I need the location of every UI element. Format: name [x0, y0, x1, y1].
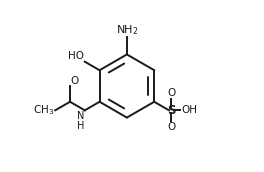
Text: HO: HO	[68, 51, 84, 61]
Text: N
H: N H	[77, 111, 84, 131]
Text: S: S	[167, 104, 175, 117]
Text: CH$_3$: CH$_3$	[33, 103, 54, 117]
Text: O: O	[167, 88, 175, 98]
Text: O: O	[71, 76, 79, 86]
Text: O: O	[167, 122, 175, 132]
Text: OH: OH	[181, 105, 197, 115]
Text: NH$_2$: NH$_2$	[116, 23, 138, 37]
